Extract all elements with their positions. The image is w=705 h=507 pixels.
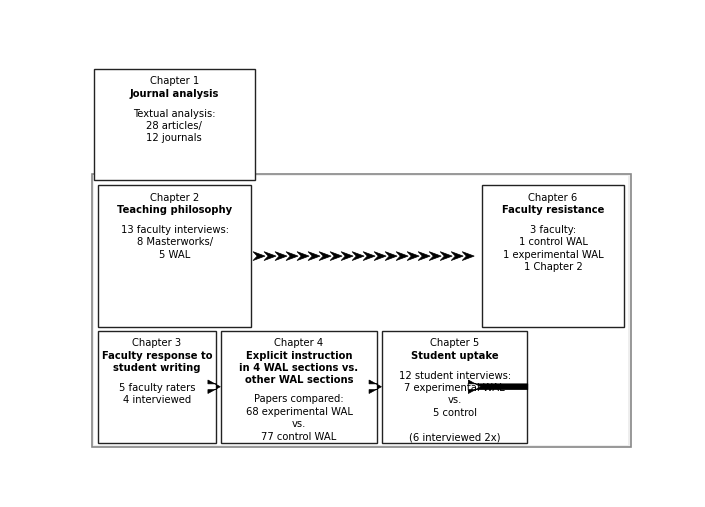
Text: 12 student interviews:
7 experimental WAL
vs.
5 control

(6 interviewed 2x): 12 student interviews: 7 experimental WA… — [398, 371, 510, 443]
Polygon shape — [352, 251, 364, 261]
Polygon shape — [429, 251, 441, 261]
Text: Explicit instruction
in 4 WAL sections vs.
other WAL sections: Explicit instruction in 4 WAL sections v… — [240, 351, 359, 385]
Bar — [382, 331, 527, 443]
Text: 5 faculty raters
4 interviewed: 5 faculty raters 4 interviewed — [118, 382, 195, 405]
Polygon shape — [451, 251, 463, 261]
Polygon shape — [440, 251, 452, 261]
Bar — [221, 331, 376, 443]
Text: Faculty response to
student writing: Faculty response to student writing — [102, 351, 212, 373]
Text: Faculty resistance: Faculty resistance — [502, 205, 604, 215]
Polygon shape — [363, 251, 375, 261]
Polygon shape — [297, 251, 309, 261]
Polygon shape — [396, 251, 408, 261]
Polygon shape — [253, 251, 265, 261]
Polygon shape — [319, 251, 331, 261]
Polygon shape — [264, 251, 276, 261]
Text: 13 faculty interviews:
8 Masterworks/
5 WAL: 13 faculty interviews: 8 Masterworks/ 5 … — [121, 225, 228, 260]
Text: Textual analysis:
28 articles/
12 journals: Textual analysis: 28 articles/ 12 journa… — [133, 108, 216, 143]
Text: 3 faculty:
1 control WAL
1 experimental WAL
1 Chapter 2: 3 faculty: 1 control WAL 1 experimental … — [503, 225, 603, 272]
Text: Teaching philosophy: Teaching philosophy — [117, 205, 232, 215]
Polygon shape — [385, 251, 397, 261]
Text: Journal analysis: Journal analysis — [130, 89, 219, 99]
Polygon shape — [341, 251, 353, 261]
Polygon shape — [468, 380, 528, 393]
Polygon shape — [208, 380, 221, 393]
Bar — [98, 331, 216, 443]
Polygon shape — [286, 251, 298, 261]
Bar — [94, 176, 628, 445]
Polygon shape — [407, 251, 419, 261]
Polygon shape — [374, 251, 386, 261]
Text: Chapter 4: Chapter 4 — [274, 338, 324, 348]
Text: Chapter 5: Chapter 5 — [430, 338, 479, 348]
Polygon shape — [308, 251, 320, 261]
Text: Chapter 1: Chapter 1 — [149, 77, 199, 86]
Bar — [98, 185, 251, 327]
Polygon shape — [369, 380, 381, 393]
Polygon shape — [462, 251, 474, 261]
Polygon shape — [275, 251, 287, 261]
Polygon shape — [330, 251, 342, 261]
Bar — [92, 174, 631, 447]
Text: Student uptake: Student uptake — [411, 351, 498, 361]
Text: Chapter 3: Chapter 3 — [133, 338, 181, 348]
Polygon shape — [418, 251, 430, 261]
Text: Chapter 6: Chapter 6 — [528, 193, 577, 203]
Text: Chapter 2: Chapter 2 — [150, 193, 200, 203]
Text: Papers compared:
68 experimental WAL
vs.
77 control WAL: Papers compared: 68 experimental WAL vs.… — [245, 394, 352, 442]
Bar — [482, 185, 625, 327]
Bar — [94, 68, 255, 180]
